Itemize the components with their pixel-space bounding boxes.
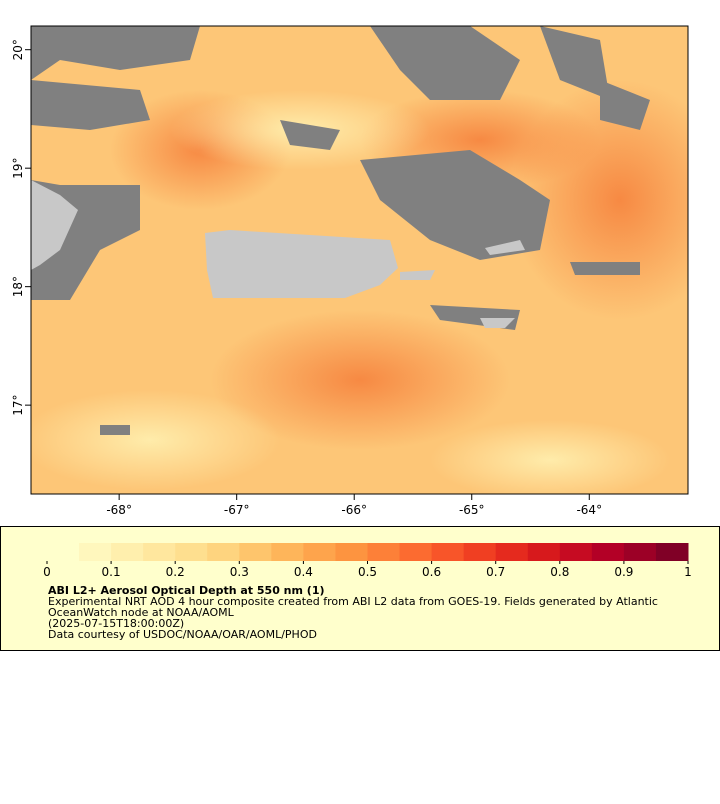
colorbar-swatch (303, 543, 336, 561)
colorbar-swatch (111, 543, 144, 561)
colorbar-swatch (239, 543, 272, 561)
colorbar-tick-label: 1 (684, 565, 692, 579)
colorbar-swatch (399, 543, 433, 561)
colorbar-swatch (527, 543, 561, 561)
colorbar-tick-label: 0.8 (550, 565, 569, 579)
colorbar-swatch (47, 543, 80, 561)
colorbar-swatch (175, 543, 208, 561)
legend-line: Experimental NRT AOD 4 hour composite cr… (48, 595, 658, 608)
colorbar-swatch (143, 543, 176, 561)
legend-title: ABI L2+ Aerosol Optical Depth at 550 nm … (48, 584, 325, 597)
colorbar-swatch (431, 543, 465, 561)
x-tick-label: -65° (459, 503, 485, 517)
x-tick-label: -64° (576, 503, 602, 517)
y-tick-label: 19° (11, 158, 25, 179)
colorbar-tick-label: 0.4 (294, 565, 313, 579)
colorbar-swatch (79, 543, 112, 561)
legend-line: (2025-07-15T18:00:00Z) (48, 617, 184, 630)
colorbar-swatch (623, 543, 657, 561)
x-tick-label: -68° (106, 503, 132, 517)
colorbar-swatch (591, 543, 625, 561)
map-image (31, 26, 688, 494)
colorbar-tick-label: 0.1 (102, 565, 121, 579)
y-tick-label: 18° (11, 276, 25, 297)
colorbar-tick-label: 0 (43, 565, 51, 579)
colorbar-swatch (559, 543, 593, 561)
colorbar-swatch (271, 543, 304, 561)
colorbar-tick-label: 0.3 (230, 565, 249, 579)
colorbar-tick-label: 0.5 (358, 565, 377, 579)
colorbar-tick-label: 0.7 (486, 565, 505, 579)
x-tick-label: -66° (341, 503, 367, 517)
x-tick-label: -67° (224, 503, 250, 517)
colorbar-tick-label: 0.9 (614, 565, 633, 579)
colorbar-swatch (655, 543, 689, 561)
colorbar-swatch (367, 543, 401, 561)
colorbar-swatch (335, 543, 368, 561)
colorbar-swatch (495, 543, 529, 561)
colorbar-tick-label: 0.2 (166, 565, 185, 579)
legend-line: Data courtesy of USDOC/NOAA/OAR/AOML/PHO… (48, 628, 317, 641)
colorbar-swatch (463, 543, 497, 561)
y-tick-label: 20° (11, 39, 25, 60)
y-tick-label: 17° (11, 394, 25, 415)
colorbar-swatch (207, 543, 240, 561)
legend-line: OceanWatch node at NOAA/AOML (48, 606, 235, 619)
colorbar-tick-label: 0.6 (422, 565, 441, 579)
map-frame (30, 25, 689, 495)
